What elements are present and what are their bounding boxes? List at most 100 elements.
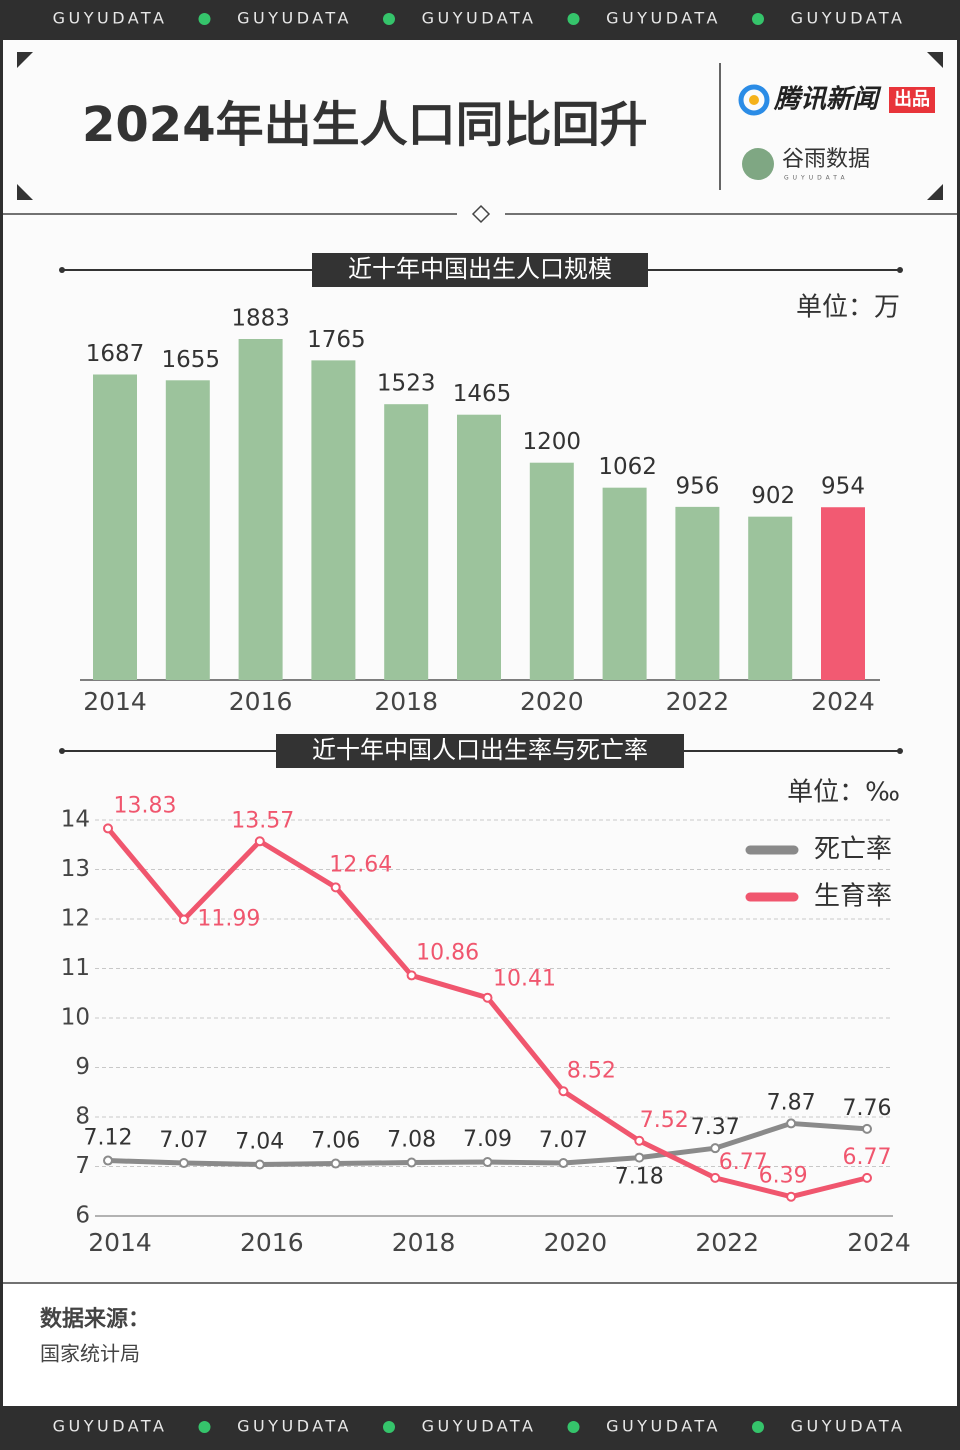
banner-text: GUYUDATA	[53, 1417, 168, 1436]
bar	[384, 404, 429, 680]
banner-dot	[567, 1421, 580, 1433]
value-label: 7.18	[615, 1165, 664, 1190]
value-label: 1655	[162, 347, 221, 373]
value-label: 1883	[231, 306, 290, 332]
x-tick-label: 2024	[811, 687, 875, 716]
brand-sub: GUYUDATA	[784, 175, 849, 182]
x-tick-label: 2022	[666, 687, 730, 716]
value-label: 10.41	[493, 967, 556, 992]
source-text: 国家统计局	[40, 1342, 140, 1366]
value-label: 7.06	[311, 1129, 360, 1154]
banner-dot	[383, 13, 395, 25]
point	[330, 882, 341, 893]
y-tick-label: 7	[75, 1153, 90, 1179]
logo-icon	[742, 148, 774, 180]
x-tick-label: 2024	[847, 1228, 911, 1257]
value-label: 1523	[377, 371, 436, 397]
bar	[238, 339, 283, 680]
value-label: 6.77	[843, 1145, 892, 1170]
value-label: 6.77	[719, 1150, 768, 1175]
x-tick-label: 2020	[520, 687, 584, 716]
value-label: 7.07	[159, 1128, 208, 1153]
point	[710, 1172, 721, 1183]
banner-text: GUYUDATA	[237, 1417, 352, 1436]
x-tick-label: 2020	[544, 1228, 608, 1257]
point	[406, 1157, 417, 1168]
bar	[165, 380, 210, 680]
value-label: 10.86	[416, 940, 479, 965]
y-tick-label: 14	[61, 807, 90, 833]
section-dot	[897, 267, 903, 273]
brand: 腾讯新闻	[773, 85, 882, 115]
point	[103, 823, 113, 834]
legend-label: 生育率	[814, 882, 892, 912]
value-label: 7.76	[843, 1096, 892, 1121]
banner-dot	[198, 13, 211, 25]
x-tick-label: 2018	[374, 687, 438, 716]
bar	[675, 506, 720, 680]
point	[178, 1158, 189, 1169]
logo-icon	[749, 95, 759, 105]
value-label: 7.07	[539, 1128, 588, 1153]
point	[254, 836, 265, 847]
corner	[927, 52, 943, 68]
point	[406, 970, 417, 981]
value-label: 1062	[598, 454, 657, 480]
x-tick-label: 2018	[392, 1228, 456, 1257]
point	[786, 1191, 797, 1202]
value-label: 7.37	[691, 1115, 740, 1140]
y-tick-label: 8	[75, 1104, 90, 1130]
point	[634, 1152, 645, 1163]
value-label: 12.64	[329, 852, 392, 877]
value-label: 6.39	[759, 1164, 808, 1189]
value-label: 13.83	[114, 793, 177, 818]
brand-tag: 出品	[894, 88, 930, 110]
logo-icon	[738, 84, 770, 116]
point	[254, 1159, 265, 1170]
point	[482, 1157, 493, 1168]
point	[178, 914, 189, 925]
value-label: 954	[821, 474, 865, 500]
point	[786, 1118, 797, 1129]
value-label: 1687	[86, 341, 145, 367]
corner	[17, 184, 33, 200]
value-label: 902	[751, 483, 795, 509]
bar	[311, 360, 356, 680]
point	[710, 1143, 721, 1154]
value-label: 13.57	[231, 808, 294, 833]
value-label: 956	[675, 473, 719, 499]
diamond	[471, 204, 491, 224]
x-tick-label: 2014	[88, 1228, 152, 1257]
point	[862, 1172, 872, 1183]
bar	[821, 507, 865, 680]
banner-dot	[383, 1421, 395, 1433]
value-label: 1765	[307, 327, 366, 353]
y-tick-label: 9	[75, 1054, 90, 1080]
banner	[0, 1408, 960, 1446]
source-label: 数据来源：	[40, 1306, 150, 1332]
x-tick-label: 2016	[229, 687, 293, 716]
title: 2024年出生人口同比回升	[82, 97, 648, 153]
banner-text: GUYUDATA	[791, 9, 906, 28]
x-tick-label: 2022	[695, 1228, 759, 1257]
point	[103, 1155, 113, 1166]
panel	[3, 40, 957, 1406]
value-label: 11.99	[197, 906, 260, 931]
brand: 谷雨数据	[782, 147, 870, 172]
banner-text: GUYUDATA	[791, 1417, 906, 1436]
section-box	[312, 253, 648, 287]
banner-text: GUYUDATA	[422, 1417, 537, 1436]
bar	[602, 487, 647, 680]
banner-dot	[567, 13, 580, 25]
value-label: 1465	[453, 381, 512, 407]
unit: 单位：万	[796, 293, 900, 323]
banner	[0, 0, 960, 38]
section-dot	[59, 748, 65, 754]
bar	[93, 374, 137, 680]
x-tick-label: 2016	[240, 1228, 304, 1257]
value-label: 7.52	[640, 1108, 689, 1133]
section-dot	[897, 748, 903, 754]
point	[330, 1158, 341, 1169]
